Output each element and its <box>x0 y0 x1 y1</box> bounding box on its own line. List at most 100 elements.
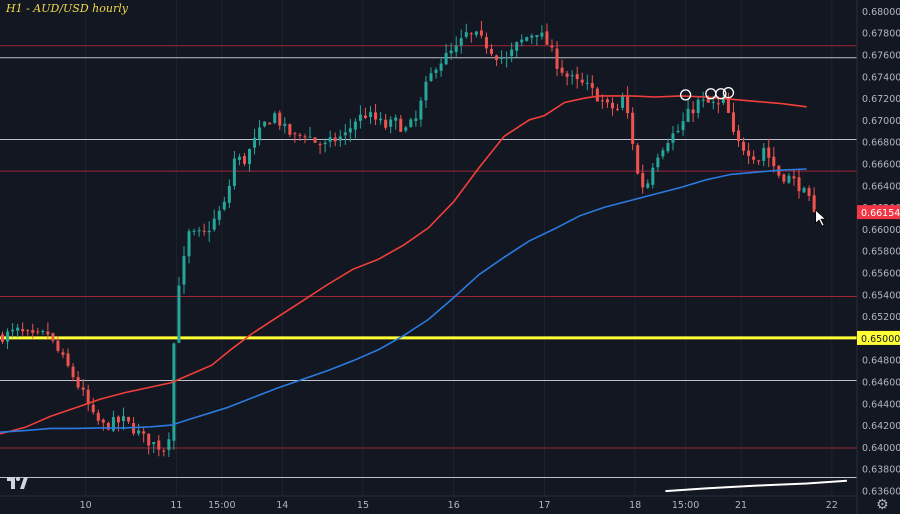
mouse-pointer-icon <box>815 209 827 227</box>
time-axis[interactable]: 10 11 15:00 14 15 16 17 18 15:00 21 22 <box>0 495 857 511</box>
candle-body <box>182 255 186 285</box>
candle-body <box>313 137 317 143</box>
candle-body <box>434 69 438 73</box>
candle-body <box>36 331 40 333</box>
candle-body <box>726 97 730 113</box>
candle-body <box>217 210 221 220</box>
candle-body <box>348 128 352 133</box>
time-tick-label: 18 <box>629 500 641 511</box>
candle-body <box>610 102 614 109</box>
candle-body <box>474 31 478 35</box>
candle-body <box>716 103 720 105</box>
candle-body <box>802 188 806 193</box>
candle-body <box>626 95 630 114</box>
candle-body <box>278 112 282 126</box>
candle-body <box>701 99 705 101</box>
candle-body <box>459 38 463 46</box>
candle-body <box>106 423 110 430</box>
moving-averages <box>0 95 847 493</box>
time-tick-label: 11 <box>170 500 182 511</box>
candle-body <box>605 99 609 103</box>
candle-body <box>389 119 393 127</box>
candle-body <box>147 433 151 446</box>
time-tick-label: 15 <box>357 500 369 511</box>
candle-body <box>11 329 15 332</box>
candle-body <box>172 343 176 441</box>
candle-body <box>500 57 504 59</box>
candle-body <box>792 176 796 179</box>
candle-body <box>127 416 131 422</box>
candle-body <box>505 57 509 59</box>
tradingview-logo-icon[interactable] <box>6 474 28 492</box>
candle-body <box>555 48 559 69</box>
candle-body <box>56 340 60 351</box>
moving-average-red <box>0 95 807 435</box>
candle-body <box>782 174 786 182</box>
candle-body <box>333 137 337 142</box>
time-tick-label: 21 <box>735 500 747 511</box>
candle-body <box>621 95 625 108</box>
candle-body <box>666 142 670 152</box>
candle-body <box>570 75 574 77</box>
candle-body <box>71 366 75 378</box>
moving-average-blue <box>0 168 807 433</box>
price-tick-label: 0.65800 <box>862 247 900 258</box>
candle-body <box>797 177 801 192</box>
candle-body <box>742 141 746 151</box>
candle-body <box>706 98 710 103</box>
price-tick-label: 0.63600 <box>862 487 900 498</box>
candle-body <box>192 230 196 232</box>
candle-body <box>636 145 640 174</box>
candle-body <box>495 55 499 60</box>
candle-body <box>520 39 524 43</box>
price-tick-label: 0.67800 <box>862 29 900 40</box>
price-tick-label: 0.67400 <box>862 72 900 83</box>
candle-body <box>757 160 761 162</box>
price-axis[interactable]: 0.68000 0.67800 0.67600 0.67400 0.67200 0.670… <box>856 0 900 514</box>
candle-body <box>374 112 378 120</box>
time-tick-label: 10 <box>80 500 92 511</box>
candle-body <box>575 74 579 80</box>
candle-body <box>384 119 388 128</box>
candle-body <box>787 175 791 183</box>
candle-body <box>807 188 811 196</box>
candle-body <box>197 230 201 232</box>
candle-body <box>429 73 433 81</box>
candle-body <box>162 450 166 452</box>
candle-body <box>530 35 534 38</box>
level-price-tag <box>857 330 900 345</box>
candle-body <box>661 150 665 157</box>
time-tick-label: 16 <box>448 500 460 511</box>
candle-body <box>66 353 70 366</box>
candle-body <box>696 99 700 114</box>
candle-body <box>560 67 564 73</box>
price-tick-label: 0.66000 <box>862 225 900 236</box>
candle-body <box>535 35 539 38</box>
candle-body <box>691 109 695 114</box>
candle-body <box>540 32 544 37</box>
time-tick-label: 15:00 <box>672 500 699 511</box>
current-price-tag <box>857 205 900 220</box>
price-tick-label: 0.64800 <box>862 356 900 367</box>
candle-body <box>469 33 473 35</box>
candle-body <box>545 31 549 45</box>
candle-body <box>207 230 211 233</box>
candle-body <box>96 412 100 421</box>
candle-body <box>369 112 373 117</box>
candle-body <box>222 201 226 210</box>
time-tick-label: 14 <box>276 500 288 511</box>
candle-body <box>91 404 95 413</box>
candle-body <box>253 137 257 148</box>
price-tick-label: 0.65200 <box>862 312 900 323</box>
candle-body <box>328 137 332 142</box>
candle-body <box>242 155 246 164</box>
price-tick-label: 0.64400 <box>862 399 900 410</box>
settings-gear-icon[interactable]: ⚙ <box>876 497 889 513</box>
candle-body <box>177 285 181 343</box>
candle-body <box>676 130 680 133</box>
candle-body <box>16 327 20 331</box>
candle-body <box>86 389 90 405</box>
candle-body <box>449 50 453 54</box>
candle-body <box>510 49 514 57</box>
